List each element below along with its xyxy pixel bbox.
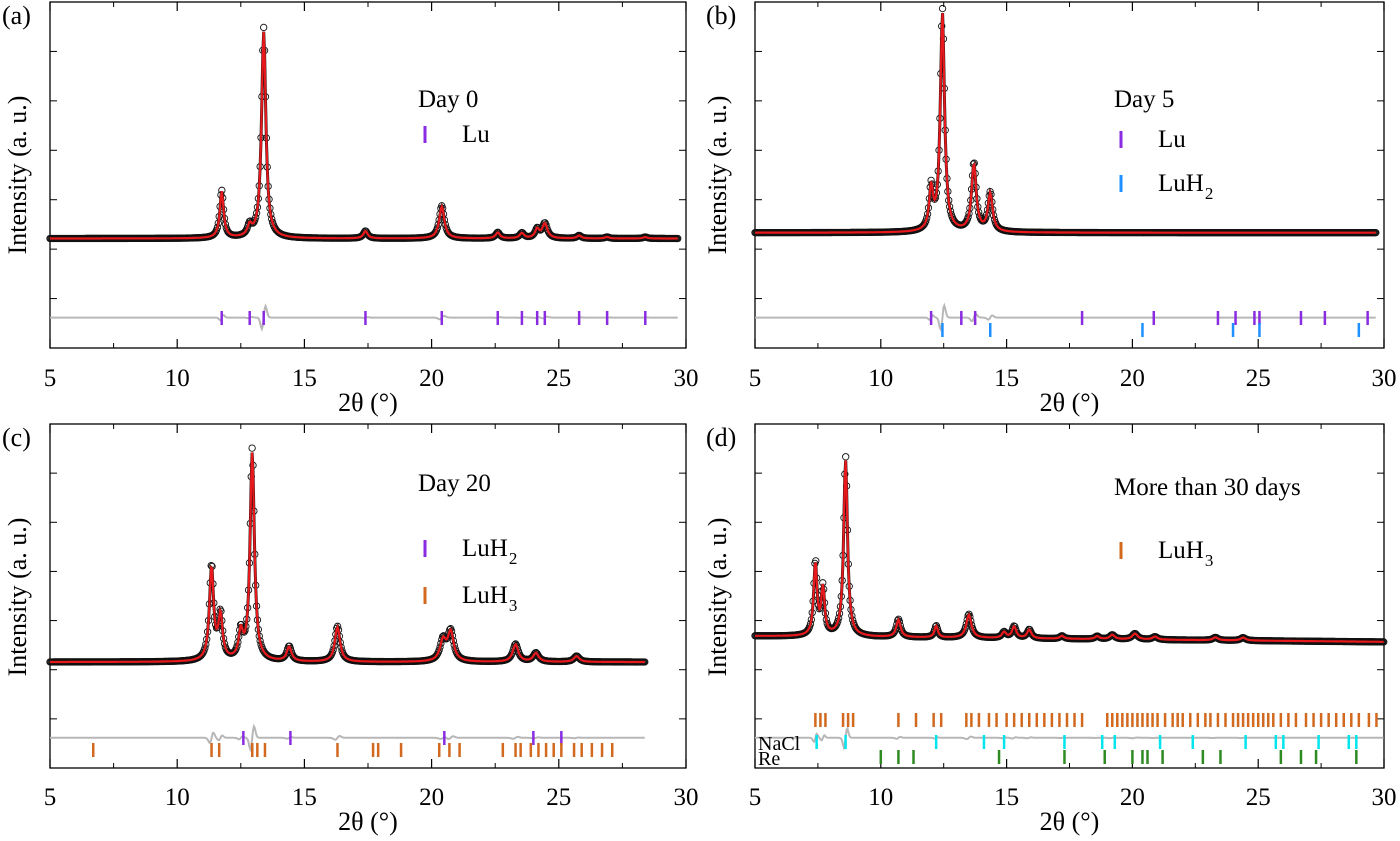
panel-label: (a) (2, 1, 31, 30)
observed-line (50, 452, 645, 664)
x-tick-label: 25 (1246, 784, 1271, 811)
observed-points (46, 444, 649, 666)
observed-points (46, 23, 682, 243)
x-tick-label: 10 (868, 365, 893, 392)
y-axis-label: Intensity (a. u.) (703, 518, 732, 677)
legend-subscript: 2 (1205, 184, 1214, 203)
observed-point (938, 4, 947, 13)
x-tick-label: 5 (749, 784, 762, 811)
legend-subscript: 2 (509, 549, 518, 568)
legend-label: Lu (462, 121, 490, 148)
observed-point (198, 650, 206, 658)
x-tick-label: 15 (994, 784, 1019, 811)
annotation: More than 30 days (1114, 474, 1301, 501)
plot-frame (754, 1, 1385, 349)
panel-b: 5 10 15 20 25 30 (b) Intensity (a. u.) 2θ (°) Day… (703, 1, 1397, 417)
difference-line (50, 723, 645, 753)
observed-point (248, 444, 256, 452)
x-tick-label: 20 (1120, 365, 1145, 392)
x-tick-label: 15 (292, 784, 317, 811)
calculated-line (50, 452, 645, 664)
x-tick-label: 25 (546, 784, 571, 811)
observed-point (240, 229, 248, 237)
x-tick-label: 25 (1246, 365, 1271, 392)
observed-point (528, 654, 536, 662)
legend-label: LuH (1158, 537, 1204, 564)
x-tick-label: 5 (44, 784, 57, 811)
observed-point (506, 652, 514, 661)
x-axis-label: 2θ (°) (338, 807, 398, 836)
legend-label: LuH (1158, 170, 1204, 197)
reflection-ticks-0 (814, 713, 1378, 727)
x-tick-label: 10 (165, 365, 190, 392)
calculated-line (755, 460, 1384, 643)
x-tick-label: 20 (419, 784, 444, 811)
observed-point (920, 220, 928, 229)
x-tick-label: 30 (674, 784, 699, 811)
x-tick-label: 30 (674, 365, 699, 392)
observed-points (751, 4, 1380, 237)
observed-point (842, 453, 850, 461)
panel-a: 5 10 15 20 25 30 (a) Intensity (a. u.) 2θ (°) Day… (2, 1, 699, 417)
panel-label: (c) (2, 423, 31, 452)
x-axis-label: 2θ (°) (1040, 807, 1100, 836)
y-axis-label: Intensity (a. u.) (3, 518, 32, 677)
panel-c: 5 10 15 20 25 30 (c) Intensity (a. u.) 2θ (°) Day… (2, 423, 699, 836)
legend-label: LuH (462, 582, 508, 609)
reflection-ticks-1 (941, 323, 1361, 337)
annotation: Day 5 (1114, 86, 1174, 113)
difference-line (50, 303, 678, 332)
observed-point (958, 630, 966, 638)
x-tick-label: 30 (1372, 365, 1397, 392)
y-axis-label: Intensity (a. u.) (703, 96, 732, 255)
reflection-ticks-0 (242, 731, 563, 745)
x-tick-label: 5 (44, 365, 57, 392)
observed-line (50, 31, 678, 240)
calculated-line (755, 13, 1376, 234)
legend-subscript: 3 (1205, 551, 1214, 570)
reflection-ticks-0 (929, 311, 1369, 325)
annotation: Day 0 (418, 86, 478, 113)
observed-point (260, 23, 268, 32)
reflection-ticks-nacl (815, 735, 1358, 749)
x-axis-label: 2θ (°) (338, 388, 398, 417)
plot-frame (49, 1, 687, 349)
legend-label: LuH (462, 535, 508, 562)
legend-label: Lu (1158, 126, 1186, 153)
x-tick-label: 20 (1120, 784, 1145, 811)
phase-label-re: Re (758, 748, 780, 770)
panel-label: (d) (706, 423, 736, 452)
x-axis-label: 2θ (°) (1040, 388, 1100, 417)
observed-point (917, 223, 926, 231)
x-tick-label: 25 (546, 365, 571, 392)
x-tick-label: 10 (165, 784, 190, 811)
x-tick-label: 20 (419, 365, 444, 392)
y-axis-label: Intensity (a. u.) (3, 96, 32, 255)
observed-line (755, 13, 1376, 235)
plot-frame (49, 423, 687, 769)
panel-label: (b) (706, 1, 736, 30)
phase-label-nacl: NaCl (758, 733, 801, 755)
reflection-ticks-0 (220, 311, 647, 325)
calculated-line (50, 31, 678, 240)
difference-line (755, 726, 1384, 751)
x-tick-label: 30 (1372, 784, 1397, 811)
observed-point (532, 648, 540, 657)
x-tick-label: 10 (868, 784, 893, 811)
reflection-ticks-1 (91, 743, 614, 757)
legend-subscript: 3 (509, 596, 518, 615)
x-tick-label: 5 (749, 365, 762, 392)
observed-point (430, 230, 438, 238)
x-tick-label: 15 (292, 365, 317, 392)
observed-point (960, 220, 969, 228)
x-tick-label: 15 (994, 365, 1019, 392)
annotation: Day 20 (418, 470, 491, 497)
difference-line (755, 302, 1376, 333)
reflection-ticks-re (879, 750, 1358, 764)
